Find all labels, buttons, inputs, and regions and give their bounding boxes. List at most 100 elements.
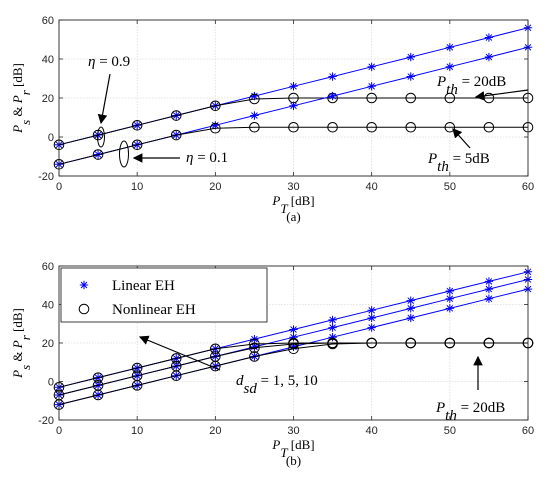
- data-point: [484, 52, 494, 62]
- data-point: [483, 121, 495, 133]
- annotation-pth-b: Pth = 20dB: [435, 400, 505, 424]
- data-point: [445, 62, 455, 71]
- arrow-dsd: [138, 335, 221, 371]
- data-point: [170, 370, 182, 382]
- data-point: [445, 43, 455, 52]
- data-point: [484, 277, 494, 286]
- data-point: [170, 110, 182, 121]
- data-point: [289, 82, 298, 91]
- data-point: [289, 333, 298, 342]
- annotations-a: η = 0.9 η = 0.1 Pth = 20dB Pth = 5dB: [88, 54, 529, 175]
- x-tick-label: 20: [209, 181, 221, 193]
- data-point: [249, 121, 260, 133]
- data-point: [367, 306, 376, 315]
- data-point: [92, 372, 104, 383]
- data-point: [405, 121, 417, 133]
- annotation-pth-low: Pth = 5dB: [427, 151, 490, 175]
- data-point: [210, 100, 221, 112]
- x-tick-label: 50: [444, 425, 456, 437]
- data-point: [288, 343, 299, 355]
- legend-star-marker: [79, 280, 89, 290]
- data-point: [211, 121, 220, 130]
- data-point: [328, 333, 337, 342]
- data-point: [131, 362, 143, 374]
- legend-label-linear: Linear EH: [112, 278, 175, 294]
- data-point: [250, 111, 259, 120]
- data-point: [250, 91, 259, 101]
- data-point: [249, 351, 260, 362]
- data-point: [170, 129, 182, 141]
- y-axis-label: Ps & Pr [dB]: [10, 308, 33, 379]
- y-tick-label: -20: [38, 171, 54, 183]
- data-point: [249, 338, 260, 350]
- legend-box: [60, 267, 268, 323]
- data-point: [92, 389, 104, 401]
- annotation-dsd: dsd = 1, 5, 10: [236, 373, 318, 397]
- data-point: [367, 323, 376, 332]
- data-point: [445, 304, 455, 313]
- x-tick-label: 60: [522, 425, 534, 437]
- data-point: [289, 325, 298, 334]
- data-point: [131, 120, 143, 131]
- y-tick-label: 40: [42, 300, 54, 312]
- series-line-6: [58, 342, 528, 406]
- data-point: [327, 121, 338, 133]
- legend-label-nonlinear: Nonlinear EH: [112, 302, 196, 318]
- series-line-2: [58, 97, 528, 146]
- y-tick-label: 20: [42, 93, 54, 105]
- data-point: [170, 353, 182, 364]
- data-point: [367, 82, 376, 91]
- y-tick-label: -20: [38, 415, 54, 427]
- annotation-eta-high: η = 0.9: [88, 54, 130, 70]
- data-point: [249, 342, 260, 354]
- x-tick-label: 60: [522, 181, 534, 193]
- data-point: [484, 284, 494, 294]
- data-point: [328, 72, 337, 81]
- data-point: [327, 338, 338, 350]
- data-point: [444, 92, 456, 104]
- data-point: [445, 286, 455, 296]
- y-tick-label: 60: [42, 15, 54, 27]
- data-point: [406, 72, 415, 81]
- data-point: [289, 342, 298, 352]
- x-tick-label: 10: [131, 181, 143, 193]
- data-point: [484, 294, 494, 303]
- y-tick-label: 40: [42, 54, 54, 66]
- data-point: [367, 62, 376, 71]
- data-point: [328, 323, 337, 332]
- series-line-4: [58, 126, 528, 165]
- annotation-pth-high: Pth = 20dB: [436, 74, 506, 98]
- data-point: [444, 121, 456, 133]
- arrow-eta-high: [97, 73, 111, 125]
- data-point: [405, 92, 417, 104]
- x-tick-label: 20: [209, 425, 221, 437]
- x-tick-label: 40: [366, 425, 378, 437]
- x-tick-label: 0: [56, 425, 62, 437]
- data-point: [445, 294, 455, 303]
- y-tick-label: 60: [42, 261, 54, 273]
- y-tick-label: 0: [48, 132, 54, 144]
- ellipse-eta-high: [97, 126, 105, 148]
- y-axis-label: Ps & Pr [dB]: [10, 63, 33, 134]
- panel-label: (a): [286, 209, 300, 224]
- x-axis-label: PT [dB]: [271, 437, 314, 460]
- data-point: [328, 315, 337, 325]
- data-point: [131, 380, 143, 391]
- x-tick-label: 40: [366, 181, 378, 193]
- data-point: [444, 337, 456, 349]
- data-point: [366, 92, 377, 104]
- axes-box: [58, 19, 529, 177]
- data-point: [406, 313, 415, 323]
- x-tick-label: 0: [56, 181, 62, 193]
- data-point: [367, 313, 376, 323]
- data-point: [328, 91, 337, 101]
- y-tick-label: 0: [48, 377, 54, 389]
- legend: Linear EH Nonlinear EH: [60, 267, 268, 323]
- axes-box: [58, 265, 529, 421]
- annotation-eta-low: η = 0.1: [186, 150, 228, 166]
- data-point: [484, 33, 494, 42]
- data-point: [210, 343, 221, 355]
- data-point: [406, 52, 415, 62]
